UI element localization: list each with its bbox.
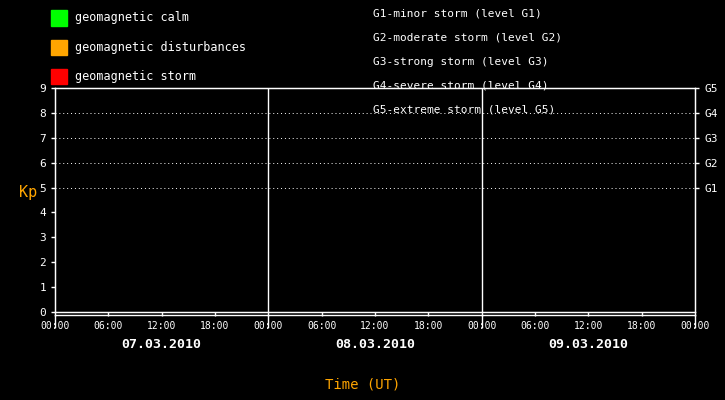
- Text: geomagnetic disturbances: geomagnetic disturbances: [75, 41, 246, 54]
- Text: G3-strong storm (level G3): G3-strong storm (level G3): [373, 57, 549, 67]
- Y-axis label: Kp: Kp: [19, 185, 37, 200]
- Text: G4-severe storm (level G4): G4-severe storm (level G4): [373, 81, 549, 91]
- Text: geomagnetic calm: geomagnetic calm: [75, 12, 189, 24]
- Text: G2-moderate storm (level G2): G2-moderate storm (level G2): [373, 33, 563, 43]
- Text: 07.03.2010: 07.03.2010: [122, 338, 202, 351]
- Text: geomagnetic storm: geomagnetic storm: [75, 70, 196, 83]
- Text: G1-minor storm (level G1): G1-minor storm (level G1): [373, 9, 542, 19]
- Text: G5-extreme storm (level G5): G5-extreme storm (level G5): [373, 105, 555, 115]
- Text: 09.03.2010: 09.03.2010: [548, 338, 629, 351]
- Text: Time (UT): Time (UT): [325, 378, 400, 392]
- Text: 08.03.2010: 08.03.2010: [335, 338, 415, 351]
